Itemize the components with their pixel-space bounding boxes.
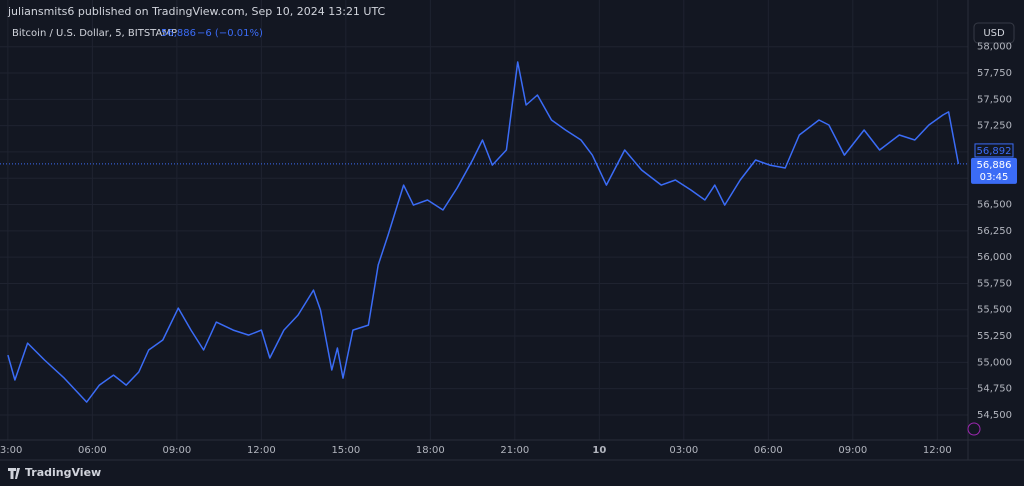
price-line — [7, 61, 960, 403]
x-tick-label: 09:00 — [162, 445, 191, 456]
x-tick-label: 03:00 — [669, 445, 698, 456]
y-tick-label: 56,250 — [977, 226, 1012, 237]
last-price-box — [971, 157, 1017, 184]
x-tick-label: 03:00 — [0, 445, 22, 456]
x-tick-label: 12:00 — [923, 445, 952, 456]
x-tick-label: 09:00 — [838, 445, 867, 456]
y-tick-label: 55,000 — [977, 357, 1012, 368]
x-tick-label: 06:00 — [78, 445, 107, 456]
price-tag: 56,892 — [977, 146, 1012, 157]
last-value: 56,886 — [161, 28, 196, 39]
publisher-note: juliansmits6 published on TradingView.co… — [7, 5, 386, 18]
x-tick-label: 21:00 — [500, 445, 529, 456]
x-tick-label: 12:00 — [247, 445, 276, 456]
x-tick-label: 06:00 — [754, 445, 783, 456]
y-tick-label: 58,000 — [977, 42, 1012, 53]
y-tick-label: 54,500 — [977, 410, 1012, 421]
brand-name: TradingView — [25, 466, 101, 479]
y-tick-label: 55,500 — [977, 305, 1012, 316]
x-tick-label: 18:00 — [416, 445, 445, 456]
y-tick-label: 55,250 — [977, 331, 1012, 342]
brand-logo — [8, 468, 20, 479]
symbol: Bitcoin / U.S. Dollar, 5, BITSTAMP — [12, 28, 177, 39]
currency[interactable]: USD — [983, 28, 1005, 39]
y-tick-label: 55,750 — [977, 278, 1012, 289]
y-tick-label: 56,000 — [977, 252, 1012, 263]
y-tick-label: 57,750 — [977, 68, 1012, 79]
plot — [0, 61, 968, 403]
x-tick-label: 10 — [592, 445, 606, 456]
price-tag-box — [974, 143, 1014, 158]
brand: TradingView — [8, 466, 101, 479]
currency-button[interactable] — [973, 22, 1015, 44]
change: −6 (−0.01%) — [197, 28, 263, 39]
event-marker — [967, 422, 981, 436]
y-tick-label: 57,250 — [977, 121, 1012, 132]
countdown: 03:45 — [980, 172, 1009, 183]
y-tick-label: 57,500 — [977, 94, 1012, 105]
y-tick-label: 56,500 — [977, 200, 1012, 211]
x-tick-label: 15:00 — [331, 445, 360, 456]
y-tick-label: 54,750 — [977, 384, 1012, 395]
last-price-tag: 56,886 — [977, 160, 1012, 171]
